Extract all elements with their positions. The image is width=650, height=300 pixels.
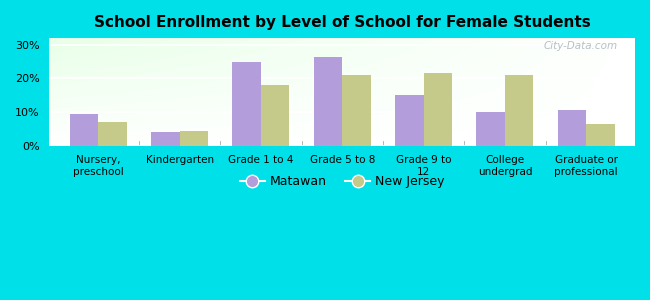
Bar (558, 110, 586, 146)
Bar (343, 75, 370, 146)
Bar (233, 62, 261, 146)
Bar (70, 114, 98, 146)
Bar (395, 95, 424, 146)
Bar (98, 122, 127, 146)
Bar (476, 112, 505, 146)
Bar (179, 130, 208, 146)
Bar (586, 124, 615, 146)
Legend: Matawan, New Jersey: Matawan, New Jersey (235, 170, 450, 193)
Text: City-Data.com: City-Data.com (543, 41, 618, 51)
Title: School Enrollment by Level of School for Female Students: School Enrollment by Level of School for… (94, 15, 591, 30)
Bar (151, 132, 179, 146)
Bar (424, 74, 452, 146)
Bar (314, 57, 343, 146)
Bar (261, 85, 289, 146)
Bar (505, 75, 534, 146)
